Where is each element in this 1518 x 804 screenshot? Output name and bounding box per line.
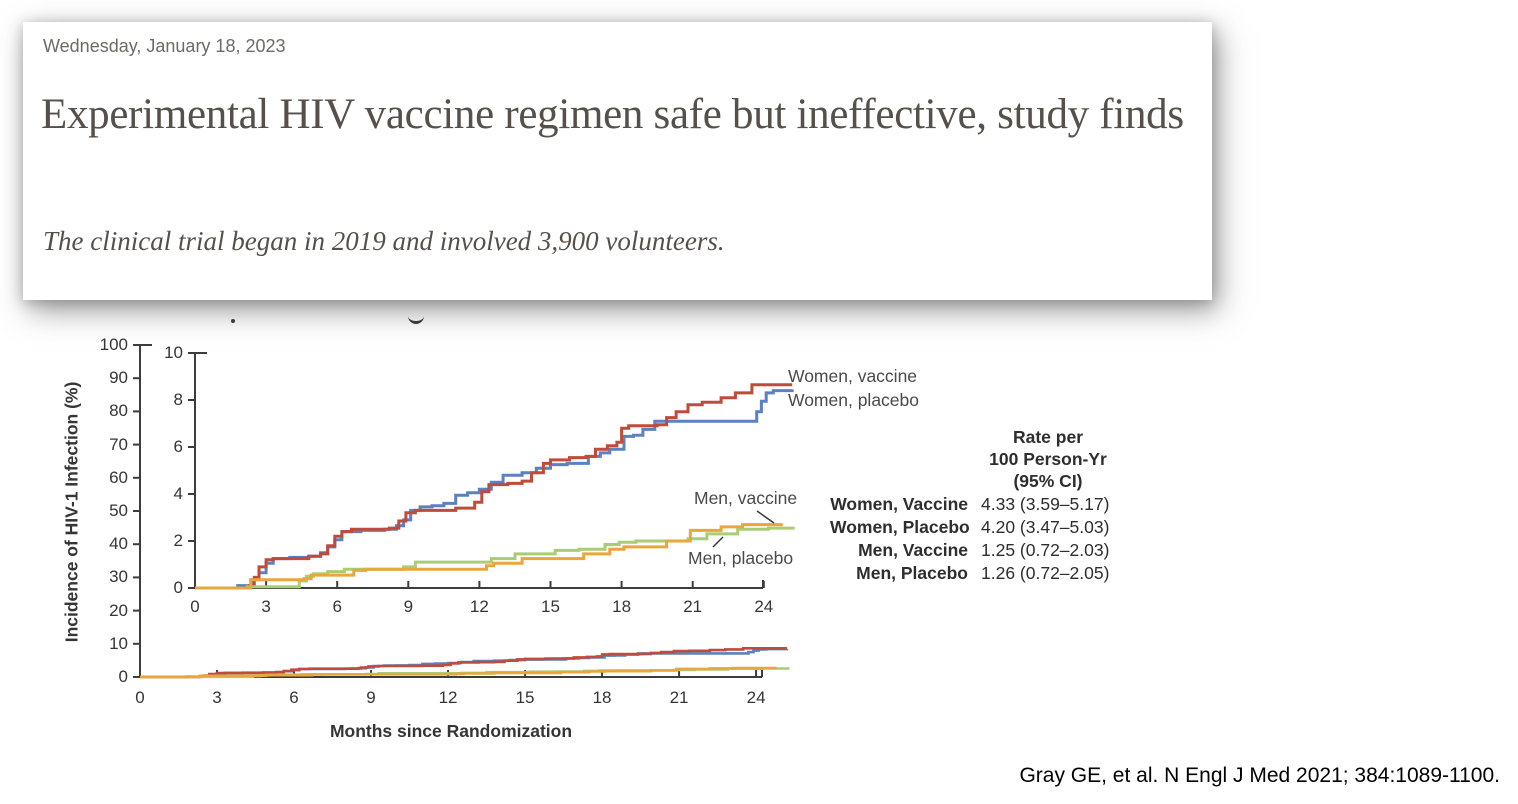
curve-men-vaccine — [195, 523, 783, 590]
tick-label: 12 — [438, 688, 458, 707]
tick-label: 4 — [173, 484, 183, 503]
tick-label: 9 — [366, 688, 376, 707]
tick-label: 9 — [403, 597, 414, 616]
legend-women-vaccine: Women, vaccine — [788, 366, 918, 386]
tick-label: 0 — [173, 578, 183, 597]
cropped-figure-title-fragment — [408, 313, 424, 324]
tick-label: 50 — [109, 501, 128, 520]
tick-label: 0 — [190, 597, 200, 616]
tick-label: 24 — [746, 688, 766, 707]
article-subheadline: The clinical trial began in 2019 and inv… — [43, 226, 725, 256]
tick-label: 12 — [469, 597, 489, 616]
tick-label: 90 — [109, 368, 128, 388]
rate-table-header-line: Rate per — [1012, 427, 1084, 447]
tick-label: 0 — [135, 688, 145, 707]
article-headline: Experimental HIV vaccine regimen safe bu… — [41, 91, 1184, 138]
tick-label: 40 — [109, 534, 128, 554]
tick-label: 6 — [289, 688, 299, 707]
tick-label: 30 — [109, 567, 128, 587]
tick-label: 0 — [118, 667, 128, 686]
table-row: Men, Placebo 1.26 (0.72–2.05) — [830, 562, 1140, 585]
citation: Gray GE, et al. N Engl J Med 2021; 384:1… — [1019, 764, 1500, 787]
row-value: 1.26 (0.72–2.05) — [981, 563, 1110, 583]
tick-label: 20 — [109, 600, 128, 620]
legend-men-vaccine: Men, vaccine — [694, 488, 798, 508]
tick-label: 8 — [173, 390, 183, 409]
incidence-figure: Incidence of HIV-1 Infection (%) Months … — [0, 300, 1518, 804]
table-row: Men, Vaccine 1.25 (0.72–2.03) — [830, 539, 1140, 562]
tick-label: 70 — [109, 434, 128, 454]
kaplan-meier-chart — [133, 344, 795, 679]
row-label: Women, Vaccine — [830, 494, 968, 514]
tick-label: 80 — [109, 401, 128, 421]
row-value: 4.33 (3.59–5.17) — [981, 494, 1110, 514]
tick-label: 6 — [332, 597, 342, 616]
legend-women-placebo: Women, placebo — [788, 390, 920, 410]
curve-women-vaccine — [195, 383, 793, 590]
curve-women-vaccine — [140, 647, 787, 679]
tick-label: 15 — [515, 688, 535, 707]
pointer-men-vaccine — [756, 510, 775, 524]
tick-label: 18 — [592, 688, 612, 707]
row-label: Men, Placebo — [856, 563, 968, 583]
table-row: Women, Placebo 4.20 (3.47–5.03) — [830, 516, 1140, 539]
article-date: Wednesday, January 18, 2023 — [43, 36, 286, 56]
tick-label: 3 — [212, 688, 222, 707]
tick-label: 3 — [261, 597, 271, 616]
row-label: Women, Placebo — [830, 517, 970, 537]
rate-table-header-line: 100 Person-Yr — [989, 449, 1107, 469]
x-axis-title: Months since Randomization — [329, 721, 573, 741]
table-row: Women, Vaccine 4.33 (3.59–5.17) — [830, 493, 1140, 516]
rate-table: Rate per 100 Person-Yr (95% CI) Women, V… — [830, 426, 1140, 585]
legend-men-placebo: Men, placebo — [688, 548, 794, 568]
tick-label: 15 — [541, 597, 560, 616]
tick-label: 6 — [173, 437, 183, 456]
pointer-men-placebo — [712, 536, 724, 548]
rate-table-header-line: (95% CI) — [1013, 471, 1083, 491]
tick-label: 21 — [683, 597, 703, 616]
tick-label: 18 — [612, 597, 632, 616]
tick-label: 10 — [164, 343, 183, 362]
tick-label: 2 — [173, 531, 183, 550]
cropped-figure-title-fragment — [231, 319, 235, 323]
row-label: Men, Vaccine — [858, 540, 968, 560]
tick-label: 10 — [109, 633, 128, 653]
tick-label: 60 — [109, 467, 128, 487]
row-value: 4.20 (3.47–5.03) — [981, 517, 1110, 537]
article-header-card: Wednesday, January 18, 2023 Experimental… — [23, 22, 1212, 300]
row-value: 1.25 (0.72–2.03) — [981, 540, 1110, 560]
tick-label: 21 — [669, 688, 689, 707]
tick-label: 100 — [99, 335, 128, 354]
rate-table-header: Rate per 100 Person-Yr (95% CI) — [968, 426, 1128, 492]
tick-label: 24 — [754, 597, 774, 616]
curve-men-vaccine — [140, 666, 777, 679]
